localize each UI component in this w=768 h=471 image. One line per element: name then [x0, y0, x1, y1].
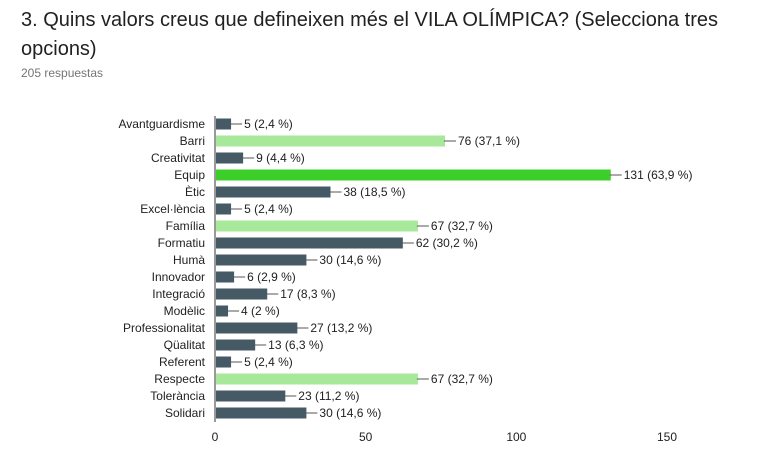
- data-label: 9 (4,4 %): [256, 151, 305, 165]
- category-label: Professionalitat: [123, 321, 206, 335]
- bar: [216, 356, 232, 368]
- bar: [216, 169, 611, 181]
- x-tick-label: 100: [506, 430, 526, 444]
- category-label: Integració: [152, 287, 205, 301]
- data-label: 62 (30,2 %): [416, 236, 478, 250]
- data-label: 5 (2,4 %): [244, 117, 293, 131]
- data-label: 27 (13,2 %): [310, 321, 372, 335]
- bar: [216, 237, 403, 249]
- category-label: Solidari: [165, 406, 205, 420]
- data-label: 23 (11,2 %): [298, 389, 359, 403]
- category-label: Creativitat: [151, 151, 206, 165]
- bar: [216, 135, 446, 147]
- category-label: Família: [166, 219, 206, 233]
- data-label: 6 (2,9 %): [247, 270, 296, 284]
- data-label: 5 (2,4 %): [244, 202, 293, 216]
- category-label: Qüalitat: [164, 338, 206, 352]
- question-title: 3. Quins valors creus que defineixen més…: [21, 9, 719, 60]
- bar: [216, 118, 232, 130]
- data-label: 38 (18,5 %): [344, 185, 406, 199]
- category-label: Innovador: [152, 270, 205, 284]
- bar: [216, 373, 418, 385]
- category-label: Formatiu: [158, 236, 205, 250]
- bar: [216, 305, 229, 317]
- category-label: Excel·lència: [140, 202, 205, 216]
- data-label: 67 (32,7 %): [431, 372, 493, 386]
- bar: [216, 288, 268, 300]
- category-label: Avantguardisme: [119, 117, 206, 131]
- bar: [216, 152, 244, 164]
- data-label: 30 (14,6 %): [319, 406, 381, 420]
- category-label: Humà: [173, 253, 205, 267]
- data-label: 5 (2,4 %): [244, 355, 293, 369]
- category-label: Equip: [174, 168, 205, 182]
- x-tick-label: 50: [359, 430, 373, 444]
- response-count: 205 respuestas: [21, 66, 104, 80]
- bar: [216, 390, 286, 402]
- data-label: 4 (2 %): [241, 304, 280, 318]
- bar: [216, 322, 298, 334]
- bar: [216, 186, 331, 198]
- category-label: Tolerància: [150, 389, 205, 403]
- category-label: Ètic: [185, 184, 205, 199]
- data-label: 67 (32,7 %): [431, 219, 493, 233]
- bar: [216, 203, 232, 215]
- bar: [216, 220, 418, 232]
- data-label: 76 (37,1 %): [458, 134, 520, 148]
- category-label: Barri: [180, 134, 205, 148]
- data-label: 13 (6,3 %): [268, 338, 323, 352]
- x-tick-label: 150: [657, 430, 677, 444]
- bar: [216, 339, 256, 351]
- data-label: 17 (8,3 %): [280, 287, 335, 301]
- bar: [216, 407, 307, 419]
- bar: [216, 254, 307, 266]
- category-label: Referent: [159, 355, 206, 369]
- data-label: 131 (63,9 %): [624, 168, 693, 182]
- x-tick-label: 0: [212, 430, 219, 444]
- bar: [216, 271, 235, 283]
- category-label: Modèlic: [164, 304, 205, 318]
- category-label: Respecte: [154, 372, 205, 386]
- data-label: 30 (14,6 %): [319, 253, 381, 267]
